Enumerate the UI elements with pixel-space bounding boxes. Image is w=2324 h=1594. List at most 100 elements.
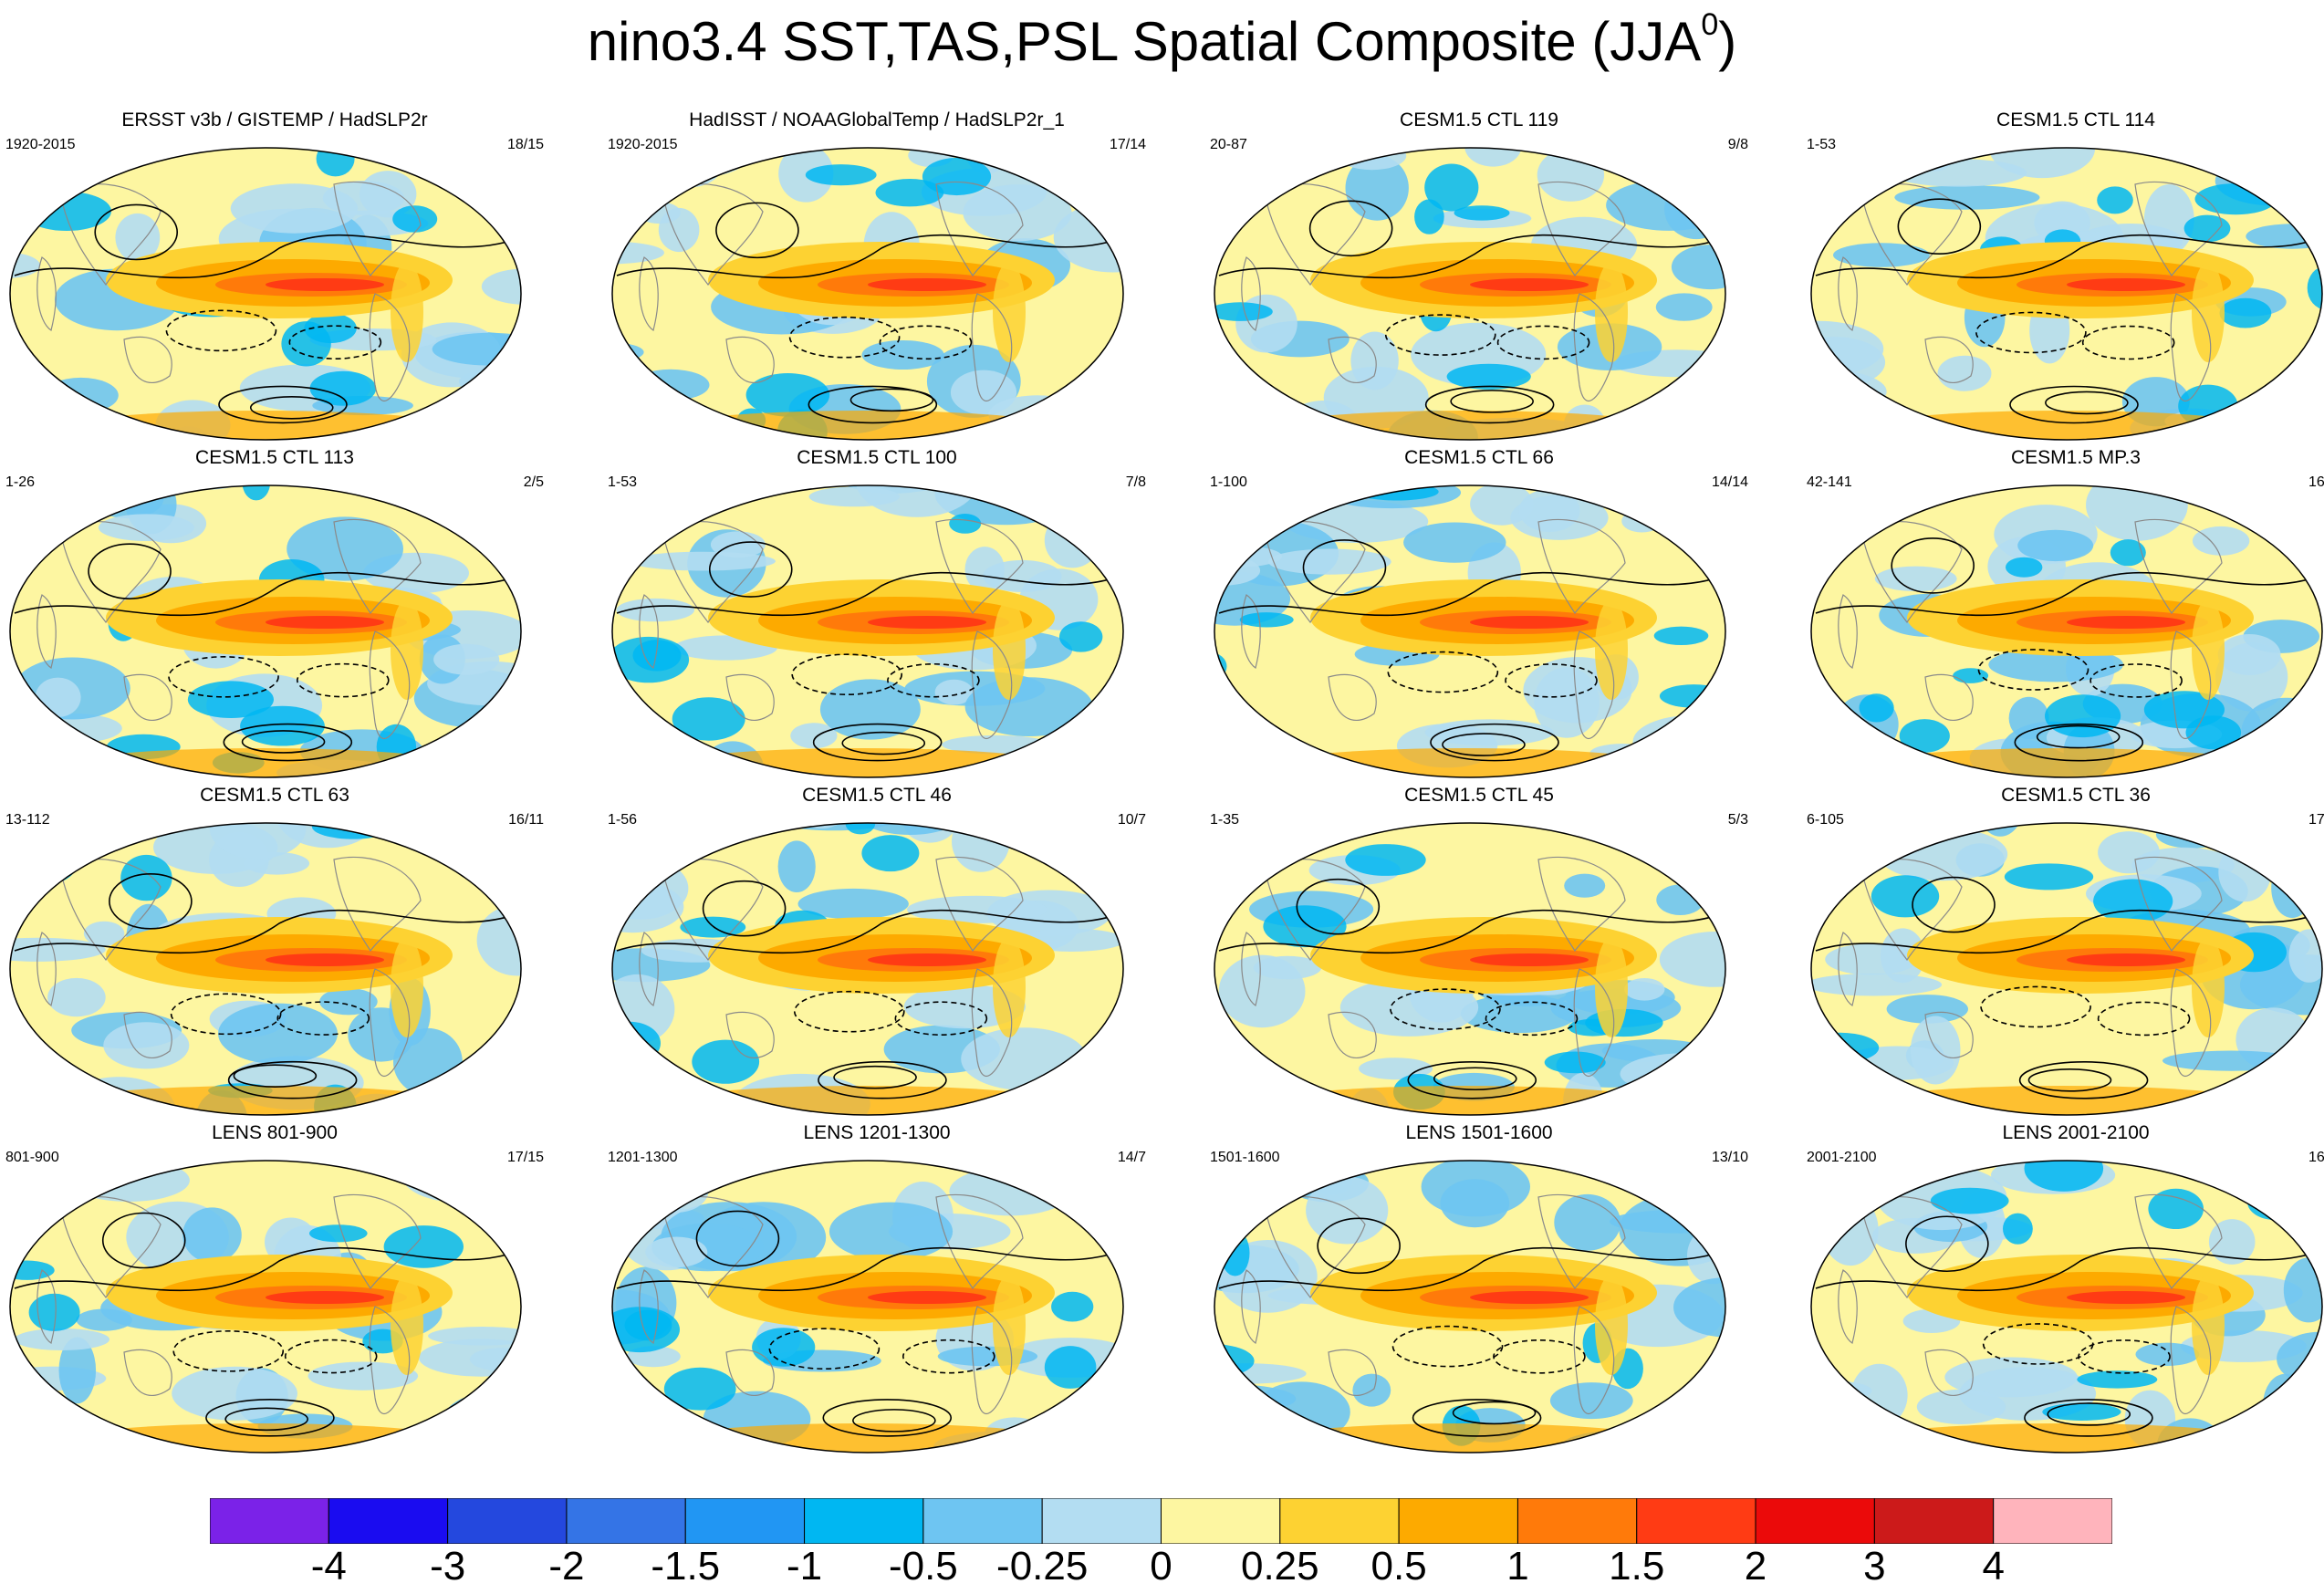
anomaly-cool-patch	[1549, 1382, 1633, 1420]
anomaly-cool-patch	[612, 488, 677, 526]
panel-years: 13-112	[5, 812, 50, 828]
warm-tongue-core	[1470, 616, 1589, 629]
coastline	[639, 1269, 659, 1344]
coastline	[971, 1306, 1013, 1415]
panel-counts: 17/15	[506, 1150, 544, 1165]
map-plot	[1214, 822, 1726, 1116]
map-panel: LENS 801-900 801-900 17/15	[5, 1122, 544, 1469]
psl-contour-negative	[1496, 325, 1590, 360]
panel-title: CESM1.5 CTL 113	[195, 447, 354, 468]
colorbar-swatch	[210, 1498, 329, 1544]
psl-contour-positive	[241, 730, 326, 754]
anomaly-cool-patch	[1051, 1291, 1094, 1322]
colorbar-swatch	[1755, 1498, 1875, 1544]
coastline	[725, 673, 775, 721]
psl-contour-zero	[14, 571, 517, 617]
anomaly-cool-patch	[637, 202, 681, 224]
anomaly-cool-patch	[319, 988, 378, 1016]
psl-contour-negative	[2097, 1001, 2191, 1037]
panel-years: 1501-1600	[1210, 1150, 1280, 1165]
anomaly-cool-patch	[218, 1003, 338, 1065]
anomaly-cool-patch	[1910, 1016, 1961, 1085]
anomaly-cool-patch	[855, 485, 979, 517]
anomaly-cool-patch	[660, 485, 804, 495]
map-plot	[9, 484, 522, 778]
coastline	[725, 1011, 775, 1058]
anomaly-cool-patch	[612, 148, 749, 180]
map-plot	[611, 147, 1124, 441]
panel-years: 1-26	[5, 474, 36, 490]
coastline	[1838, 1269, 1858, 1344]
anomaly-cool-patch	[2004, 863, 2094, 891]
anomaly-cool-patch	[28, 1293, 80, 1331]
panel-counts: 18/15	[506, 137, 544, 152]
psl-contour-positive	[695, 1210, 780, 1267]
psl-contour-positive	[715, 202, 799, 259]
anomaly-cool-patch	[2148, 1188, 2204, 1229]
anomaly-cool-patch	[1659, 932, 1725, 987]
anomaly-cool-patch	[656, 148, 723, 188]
psl-contour-zero	[1218, 909, 1722, 954]
coastline	[2134, 856, 2223, 953]
psl-contour-positive	[2024, 1399, 2153, 1437]
coastline	[725, 1349, 775, 1396]
anomaly-cool-patch	[2003, 1213, 2033, 1245]
anomaly-cool-patch	[1930, 1187, 2009, 1214]
anomaly-cool-patch	[612, 1428, 727, 1453]
panel-counts: 16/11	[508, 812, 544, 828]
anomaly-cool-patch	[1621, 509, 1662, 533]
anomaly-cool-patch	[1833, 243, 1930, 267]
psl-contour-negative	[2081, 325, 2175, 360]
coastline	[2134, 1193, 2223, 1290]
psl-contour-positive	[1450, 390, 1534, 413]
anomaly-cool-patch	[1239, 612, 1294, 628]
psl-contour-positive	[2045, 391, 2129, 415]
psl-contour-positive	[1912, 876, 1996, 933]
psl-contour-positive	[1302, 539, 1387, 596]
coastline	[123, 336, 172, 383]
anomaly-cool-patch	[10, 1400, 30, 1437]
anomaly-cool-patch	[2219, 297, 2272, 328]
warm-coastal-strip	[2192, 262, 2225, 362]
psl-contour-negative	[1493, 1339, 1586, 1374]
coastline	[1838, 256, 1858, 331]
coastline	[639, 256, 659, 331]
panel-title: CESM1.5 CTL 36	[2001, 785, 2151, 806]
anomaly-cool-patch	[907, 895, 1047, 923]
anomaly-cool-patch	[829, 1202, 954, 1261]
coastline	[2170, 968, 2212, 1078]
anomaly-cool-patch	[692, 1039, 760, 1084]
coastline	[1328, 673, 1377, 721]
anomaly-cool-patch	[1068, 753, 1107, 777]
colorbar-tick-label: 0.25	[1240, 1544, 1319, 1589]
psl-contour-zero	[1815, 234, 2319, 279]
figure-title: nino3.4 SST,TAS,PSL Spatial Composite (J…	[0, 5, 2324, 78]
warm-coastal-strip	[2192, 937, 2225, 1037]
map-plot	[611, 1160, 1124, 1453]
psl-contour-negative	[296, 662, 390, 698]
anomaly-cool-patch	[47, 977, 106, 1017]
anomaly-cool-patch	[441, 1394, 521, 1453]
anomaly-cool-patch	[10, 1167, 50, 1193]
map-border	[1214, 147, 1726, 441]
psl-contour-positive	[101, 1212, 186, 1269]
anomaly-cool-patch	[1664, 179, 1725, 240]
map-plot	[611, 484, 1124, 778]
psl-contour-positive	[822, 1399, 953, 1437]
coastline	[59, 521, 162, 624]
coastline	[36, 932, 57, 1006]
map-plot	[9, 1160, 522, 1453]
psl-contour-negative	[1390, 988, 1501, 1030]
anomaly-cool-patch	[924, 148, 1009, 149]
warm-coastal-strip	[2192, 1275, 2225, 1375]
anomaly-cool-patch	[2187, 153, 2316, 173]
anomaly-cool-patch	[1662, 840, 1695, 875]
map-panel: CESM1.5 MP.3 42-141 16/15	[1807, 447, 2324, 794]
anomaly-cool-patch	[1580, 823, 1652, 839]
panel-title: CESM1.5 CTL 45	[1404, 785, 1554, 806]
title-main: nino3.4 SST,TAS,PSL Spatial Composite (J…	[587, 11, 1702, 72]
coastline	[1264, 521, 1366, 624]
anomaly-cool-patch	[1894, 185, 2040, 210]
map-border	[1810, 484, 2323, 778]
